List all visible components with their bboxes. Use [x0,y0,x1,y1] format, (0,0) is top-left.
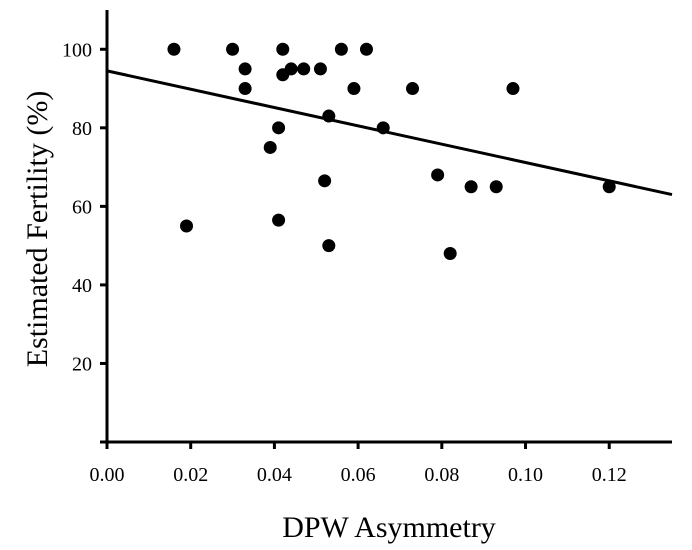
x-tick-label: 0.10 [508,464,543,486]
data-point [284,62,298,76]
data-point [238,82,252,96]
x-tick-label: 0.04 [257,464,292,486]
x-tick-label: 0.06 [341,464,376,486]
data-point [318,174,332,188]
data-point [334,42,348,56]
data-point [406,82,420,96]
data-point [489,180,503,194]
x-tick-label: 0.00 [90,464,125,486]
trendline-layer [106,69,673,197]
y-tick-label: 20 [72,353,92,375]
y-tick-label: 40 [72,275,92,297]
data-point [226,42,240,56]
x-tick-label: 0.02 [173,464,208,486]
data-point [443,246,457,260]
y-axis-title: Estimated Fertility (%) [21,91,54,368]
data-point [276,42,290,56]
data-point [431,168,445,182]
data-point [359,42,373,56]
x-tick-label: 0.08 [424,464,459,486]
data-point [297,62,311,76]
y-tick-label: 80 [72,118,92,140]
data-point [464,180,478,194]
data-point [602,180,616,194]
data-point [313,62,327,76]
tick-labels: 0.00 0.02 0.04 0.06 0.08 0.10 0.12 20 40 60 80 100 [62,39,627,486]
x-axis-title: DPW Asymmetry [282,511,496,544]
data-point [238,62,252,76]
trend-line [106,69,673,197]
x-tick-label: 0.12 [592,464,627,486]
data-point [272,213,286,227]
y-tick-label: 60 [72,196,92,218]
data-point [376,121,390,135]
data-point [272,121,286,135]
points-layer [167,42,616,260]
data-point [180,219,194,233]
data-point [347,82,361,96]
ticks [100,47,611,449]
data-point [322,239,336,253]
data-point [263,140,277,154]
data-point [322,109,336,123]
data-point [506,82,520,96]
y-tick-label: 100 [62,39,92,61]
data-point [167,42,181,56]
